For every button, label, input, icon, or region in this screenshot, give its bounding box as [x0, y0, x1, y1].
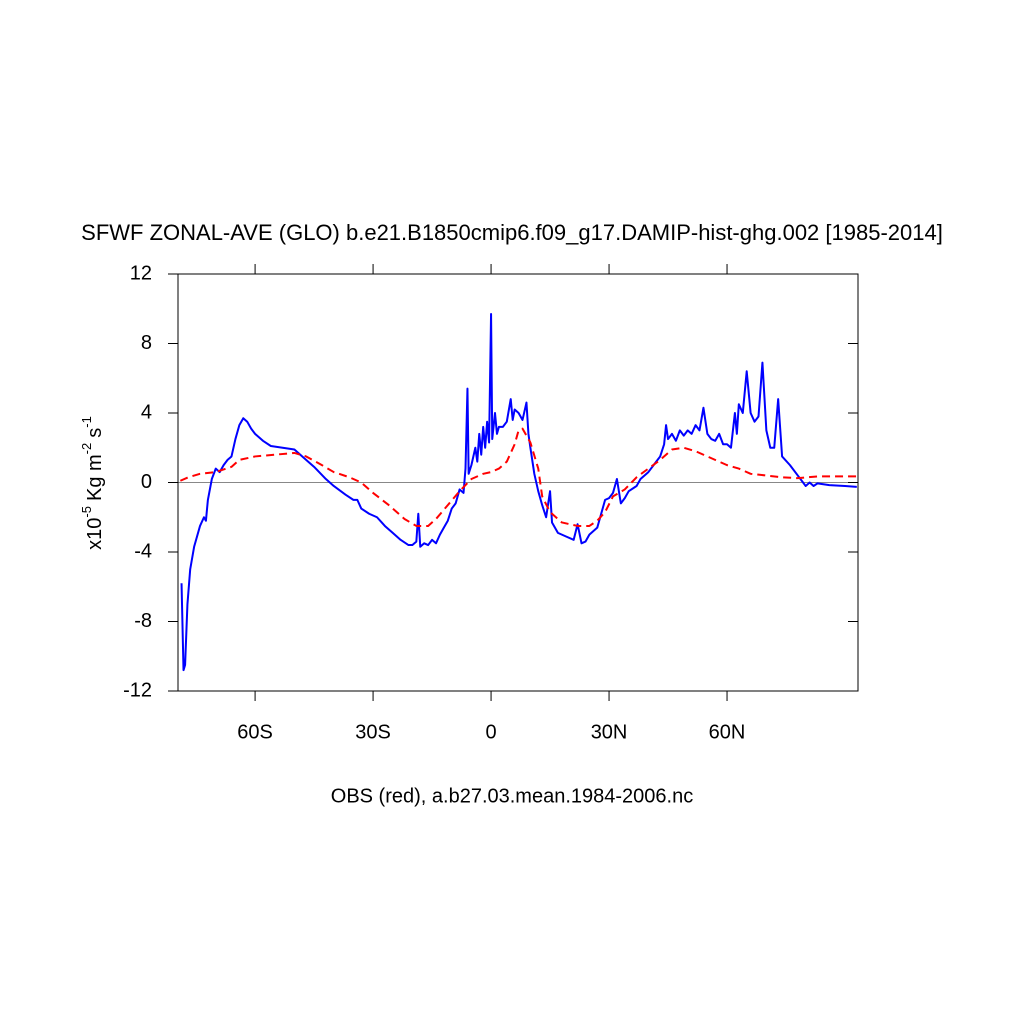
chart-title: SFWF ZONAL-AVE (GLO) b.e21.B1850cmip6.f0…	[81, 220, 943, 245]
chart-subtitle: OBS (red), a.b27.03.mean.1984-2006.nc	[331, 785, 693, 807]
data-line	[180, 312, 857, 672]
y-tick-label: -12	[123, 679, 152, 701]
y-tick-label: 4	[141, 401, 152, 423]
y-tick-label: 8	[141, 332, 152, 354]
y-label-part: -5	[79, 506, 94, 518]
x-tick-label: 30S	[355, 721, 391, 743]
x-tick-label: 30N	[591, 721, 628, 743]
y-label-part: -1	[79, 416, 94, 428]
x-tick-label: 0	[485, 721, 496, 743]
y-tick-label: -4	[134, 540, 152, 562]
y-tick-label: -8	[134, 610, 152, 632]
x-tick-label: 60N	[709, 721, 746, 743]
y-tick-label: 0	[141, 471, 152, 493]
y-label-part: Kg m	[84, 454, 106, 501]
y-label-part: x10	[84, 518, 106, 550]
y-label-part: -2	[79, 443, 94, 455]
y-label-part: s	[84, 428, 106, 438]
y-tick-label: 12	[130, 262, 152, 284]
y-axis-label: x10-5 Kg m-2 s-1	[79, 416, 106, 550]
data-line	[179, 427, 857, 527]
x-tick-label: 60S	[237, 721, 273, 743]
